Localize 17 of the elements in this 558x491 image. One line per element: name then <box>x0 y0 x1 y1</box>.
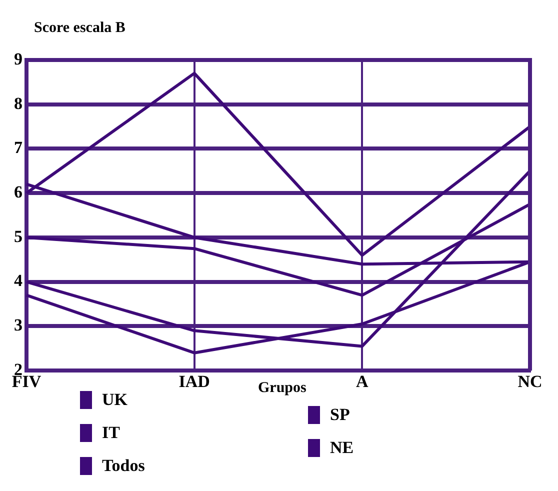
y-tick-label: 4 <box>14 271 23 290</box>
y-tick-label: 5 <box>14 226 22 246</box>
y-tick-label: 9 <box>14 49 22 68</box>
x-tick-label: A <box>356 372 370 392</box>
y-tick-label: 7 <box>14 138 23 158</box>
legend-label: UK <box>102 390 128 410</box>
y-tick-label: 8 <box>14 94 22 113</box>
legend-label: IT <box>102 423 120 443</box>
x-tick-label: IAD <box>178 372 210 392</box>
legend-title: Grupos <box>258 380 306 397</box>
legend-label: NE <box>330 438 354 458</box>
x-tick-label: NC <box>518 372 542 392</box>
y-tick-label: 6 <box>14 182 22 202</box>
legend-label: SP <box>330 405 350 425</box>
y-tick-label: 3 <box>14 316 22 335</box>
y-axis-title: Score escala B <box>34 20 126 37</box>
legend-label: Todos <box>102 456 145 476</box>
